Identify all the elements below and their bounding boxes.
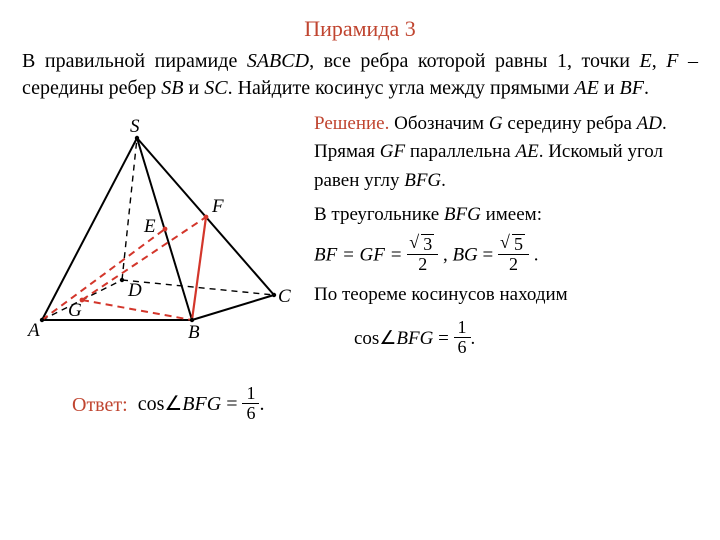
t: , [443, 244, 453, 265]
t: имеем: [481, 204, 542, 225]
t: AE [515, 141, 538, 162]
t: , [652, 50, 667, 72]
t: 1 [454, 318, 471, 338]
t: . [441, 170, 446, 191]
solution-label: Решение. [314, 113, 389, 134]
t: SC [204, 77, 227, 99]
t: 6 [454, 338, 471, 357]
t: F [666, 50, 678, 72]
t: 3 [421, 234, 434, 254]
answer-label: Ответ: [72, 392, 128, 419]
t: По теореме косинусов находим [314, 281, 698, 310]
t: . [471, 328, 476, 349]
label-B: B [188, 322, 200, 343]
t: 5 [512, 234, 525, 254]
t: SABCD [247, 50, 309, 72]
t: В правильной пирамиде [22, 50, 247, 72]
solution-block: Решение. Обозначим G середину ребра AD. … [314, 110, 698, 365]
page-title: Пирамида 3 [22, 14, 698, 44]
t: Обозначим [389, 113, 488, 134]
t: E [640, 50, 652, 72]
t: cos [138, 393, 165, 415]
t: и [184, 77, 205, 99]
pyramid-figure: S A B C D E F G [22, 110, 302, 368]
t: = [478, 244, 498, 265]
t: GF [380, 141, 405, 162]
label-A: A [26, 320, 40, 341]
problem-text: В правильной пирамиде SABCD, все ребра к… [22, 48, 698, 102]
t: BF = GF = [314, 244, 407, 265]
t: AE [574, 77, 598, 99]
fraction: 1 6 [454, 318, 471, 357]
answer-row: Ответ: cos∠BFG = 1 6 . [22, 386, 698, 425]
label-G: G [68, 300, 82, 321]
label-S: S [130, 116, 140, 137]
t: BFG [444, 204, 481, 225]
label-F: F [211, 196, 224, 217]
fraction: 1 6 [242, 384, 259, 423]
t: = [221, 393, 242, 415]
label-C: C [278, 286, 291, 307]
t: 2 [498, 255, 529, 274]
t: = [433, 328, 453, 349]
t: . Найдите косинус угла между прямыми [228, 77, 575, 99]
label-D: D [127, 280, 142, 301]
t: . [644, 77, 649, 99]
fraction: 5 2 [498, 234, 529, 274]
t: . [534, 244, 539, 265]
t: середину ребра [503, 113, 637, 134]
t: 6 [242, 404, 259, 423]
t: и [599, 77, 620, 99]
t: cos [354, 328, 379, 349]
t: параллельна [405, 141, 515, 162]
t: BFG [404, 170, 441, 191]
label-E: E [143, 216, 156, 237]
t: BFG [396, 328, 433, 349]
t: G [489, 113, 503, 134]
t: BF [620, 77, 644, 99]
t: BFG [182, 393, 221, 415]
t: AD [637, 113, 662, 134]
t: BG [452, 244, 477, 265]
fraction: 3 2 [407, 234, 438, 274]
t: SB [161, 77, 183, 99]
t: 2 [407, 255, 438, 274]
t: 1 [242, 384, 259, 404]
t: . [259, 393, 264, 415]
t: , все ребра которой равны 1, точки [309, 50, 639, 72]
t: В треугольнике [314, 204, 444, 225]
